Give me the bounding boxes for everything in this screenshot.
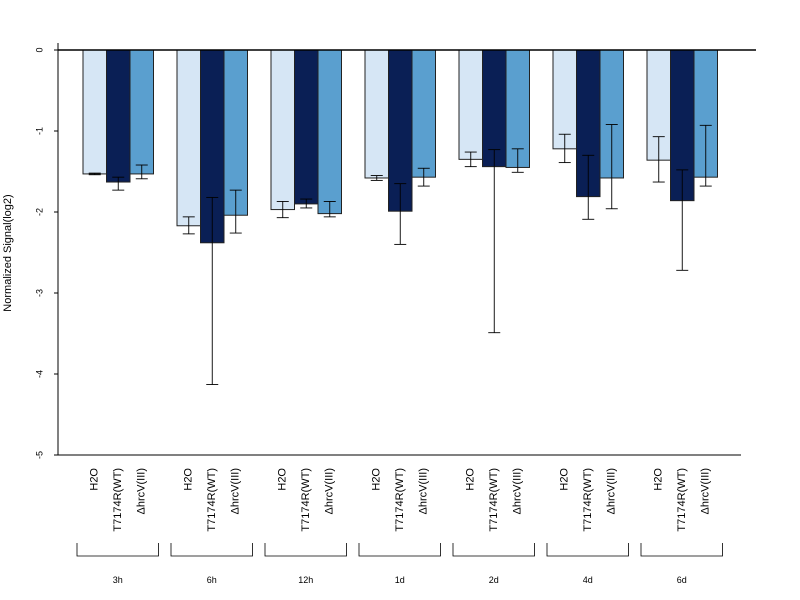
x-tick-label: H2O — [653, 468, 665, 491]
x-tick-label: T7174R(WT) — [676, 468, 688, 532]
y-tick-label: -2 — [34, 208, 44, 216]
bar — [129, 49, 154, 175]
group-bracket — [452, 543, 535, 557]
bar — [482, 49, 507, 168]
y-tick-label: 0 — [34, 47, 44, 52]
y-tick-label: -3 — [34, 289, 44, 297]
group-bracket — [546, 543, 629, 557]
group-label: 2d — [489, 575, 499, 585]
x-tick-label: ΔhrcV(III) — [324, 468, 336, 514]
x-tick-label: T7174R(WT) — [206, 468, 218, 532]
group-bracket — [264, 543, 347, 557]
bar — [82, 49, 107, 175]
group-bracket — [76, 543, 159, 557]
group-bracket — [170, 543, 253, 557]
x-tick-label: T7174R(WT) — [394, 468, 406, 532]
y-tick-label: -5 — [34, 451, 44, 459]
x-tick-label: T7174R(WT) — [112, 468, 124, 532]
bar — [294, 49, 319, 205]
x-tick-label: H2O — [371, 468, 383, 491]
group-label: 6h — [207, 575, 217, 585]
x-tick-label: T7174R(WT) — [488, 468, 500, 532]
bar — [270, 49, 295, 211]
x-tick-label: T7174R(WT) — [582, 468, 594, 532]
x-tick-label: H2O — [89, 468, 101, 491]
x-tick-label: H2O — [183, 468, 195, 491]
x-tick-label: H2O — [465, 468, 477, 491]
x-tick-label: ΔhrcV(III) — [512, 468, 524, 514]
group-bracket — [358, 543, 441, 557]
group-bracket — [640, 543, 723, 557]
bar — [317, 49, 342, 215]
group-label: 3h — [113, 575, 123, 585]
x-tick-label: ΔhrcV(III) — [418, 468, 430, 514]
group-label: 1d — [395, 575, 405, 585]
x-tick-label: ΔhrcV(III) — [136, 468, 148, 514]
bar — [364, 49, 389, 179]
x-tick-label: ΔhrcV(III) — [700, 468, 712, 514]
group-label: 12h — [298, 575, 313, 585]
y-tick-label: -1 — [34, 127, 44, 135]
x-tick-label: T7174R(WT) — [300, 468, 312, 532]
x-tick-label: ΔhrcV(III) — [230, 468, 242, 514]
group-label: 6d — [677, 575, 687, 585]
bar — [458, 49, 483, 160]
bar — [106, 49, 131, 183]
y-tick-label: -4 — [34, 370, 44, 378]
group-label: 4d — [583, 575, 593, 585]
y-axis-label: Normalized Signal(log2) — [2, 194, 14, 311]
x-tick-label: H2O — [559, 468, 571, 491]
bar — [176, 49, 201, 227]
x-tick-label: H2O — [277, 468, 289, 491]
bar — [411, 49, 436, 178]
x-tick-label: ΔhrcV(III) — [606, 468, 618, 514]
